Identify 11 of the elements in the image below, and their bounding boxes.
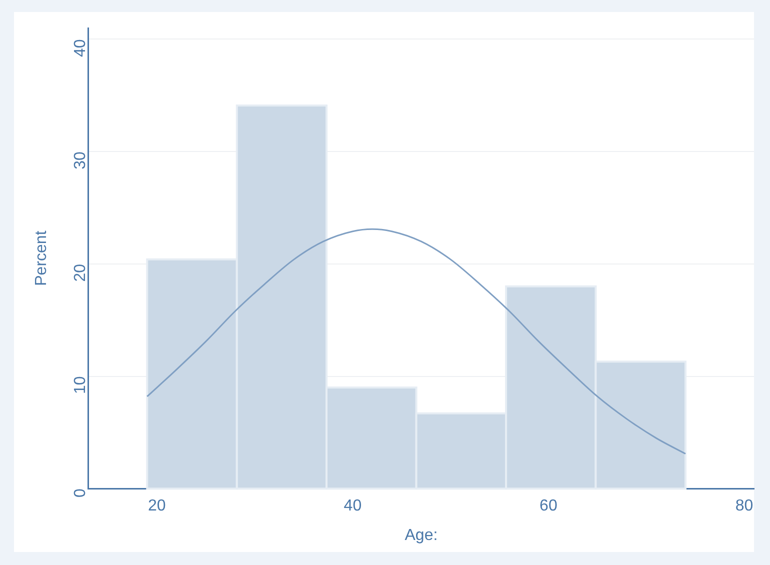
y-tick-label: 20 [72, 264, 89, 282]
y-tick-label: 10 [72, 376, 89, 394]
x-axis-title: Age: [404, 526, 438, 544]
x-tick-label: 80 [735, 498, 754, 515]
y-axis-title: Percent [33, 230, 50, 286]
y-tick-label: 0 [72, 488, 89, 498]
y-tick-label: 40 [72, 39, 89, 58]
x-tick-label: 40 [344, 498, 362, 515]
x-tick-label: 20 [148, 498, 166, 515]
x-tick-label: 60 [540, 498, 558, 515]
y-tick-label: 30 [72, 151, 89, 170]
